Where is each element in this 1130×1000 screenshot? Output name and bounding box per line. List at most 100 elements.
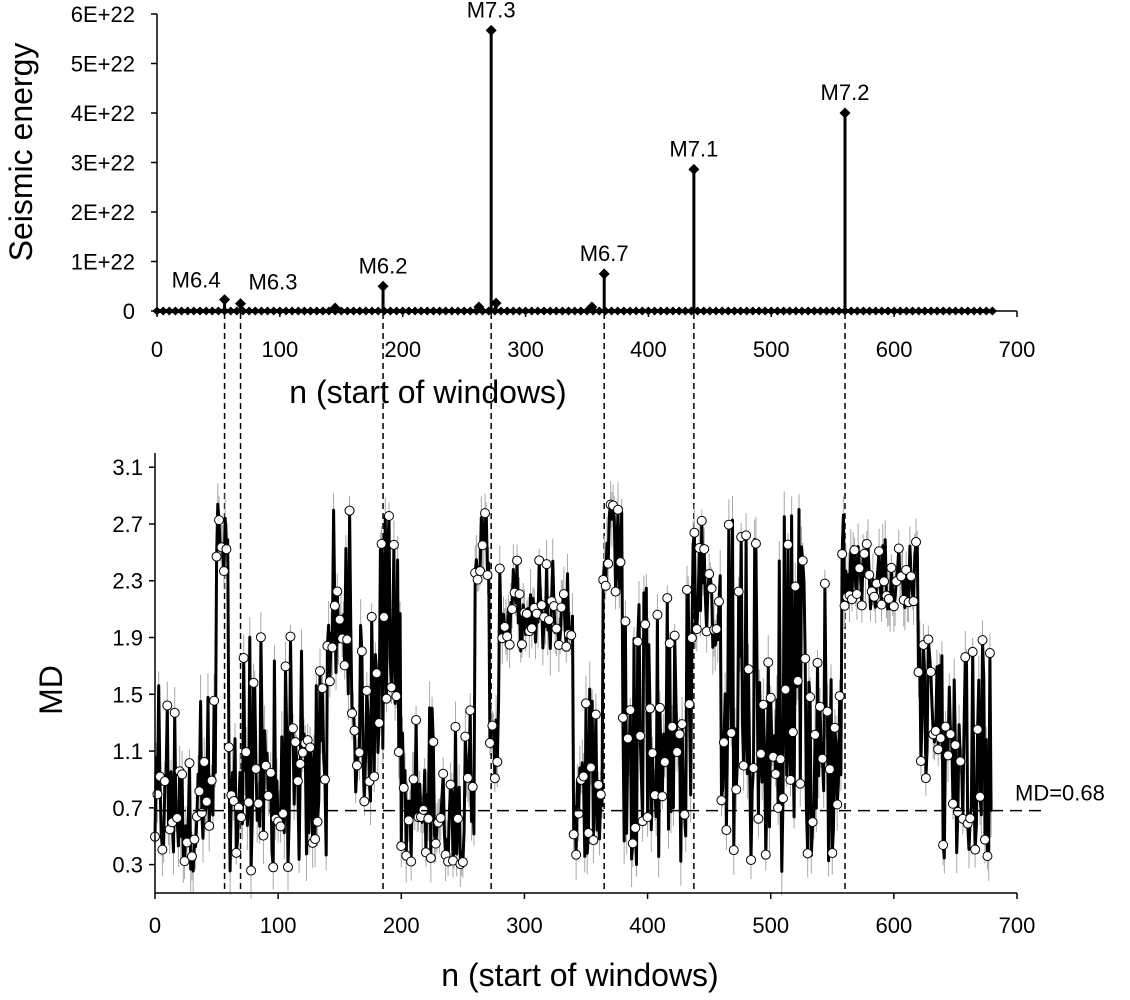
md-point — [834, 691, 845, 702]
top-x-tick-label: 100 — [261, 337, 298, 362]
md-point — [241, 747, 252, 758]
md-point — [585, 762, 596, 773]
md-point — [965, 813, 976, 824]
md-point — [967, 646, 978, 657]
md-point — [861, 538, 872, 549]
md-point — [374, 718, 385, 729]
md-point — [211, 551, 222, 562]
md-point — [716, 795, 727, 806]
md-point — [480, 508, 491, 519]
md-point — [704, 569, 715, 580]
md-point — [452, 813, 463, 824]
md-point — [561, 641, 572, 652]
md-point — [787, 727, 798, 738]
top-y-tick-label: 6E+22 — [71, 2, 135, 27]
md-point — [758, 699, 769, 710]
md-point — [812, 657, 823, 668]
md-point — [514, 589, 525, 600]
md-point — [785, 774, 796, 785]
md-point — [851, 588, 862, 599]
md-point — [610, 586, 621, 597]
md-point — [297, 747, 308, 758]
md-point — [930, 725, 941, 736]
md-point — [837, 549, 848, 560]
md-point — [381, 693, 392, 704]
md-point — [662, 593, 673, 604]
md-point — [438, 768, 449, 779]
md-point — [206, 775, 217, 786]
md-point — [677, 719, 688, 730]
md-point — [484, 737, 495, 748]
top-x-tick-label: 300 — [507, 337, 544, 362]
md-point — [765, 692, 776, 703]
md-point — [952, 806, 963, 817]
md-point — [938, 840, 949, 851]
md-point — [829, 722, 840, 733]
md-point — [169, 707, 180, 718]
md-point — [460, 731, 471, 742]
md-point — [883, 593, 894, 604]
md-point — [625, 705, 636, 716]
md-point — [935, 733, 946, 744]
top-x-ticks: 0 100 200 300 400 500 600 700 — [151, 311, 1035, 362]
md-point — [467, 781, 478, 792]
md-point — [706, 583, 717, 594]
md-point — [603, 558, 614, 569]
md-point — [450, 721, 461, 732]
md-point — [915, 756, 926, 767]
md-point — [383, 510, 394, 521]
md-point — [864, 569, 875, 580]
md-point — [856, 600, 867, 611]
seismic-energy-peak-point — [377, 280, 389, 292]
md-point — [849, 545, 860, 556]
md-point — [356, 646, 367, 657]
md-point — [177, 769, 188, 780]
md-point — [189, 834, 200, 845]
md-point — [876, 599, 887, 610]
md-point — [541, 559, 552, 570]
md-point — [822, 706, 833, 717]
md-point — [832, 799, 843, 810]
top-y-tick-label: 1E+22 — [71, 250, 135, 275]
md-point — [755, 748, 766, 759]
md-point — [408, 774, 419, 785]
top-y-ticks: 0 1E+22 2E+22 3E+22 4E+22 5E+22 6E+22 — [71, 2, 157, 324]
md-point — [324, 676, 335, 687]
md-point — [386, 682, 397, 693]
md-point — [571, 849, 582, 860]
seismic-energy-peak-labels: M6.4 M6.3 M6.2 M7.3 M6.7 M7.1 M7.2 — [172, 0, 870, 295]
bottom-x-axis-title: n (start of windows) — [441, 957, 718, 993]
md-point — [544, 615, 555, 626]
bottom-y-tick-label: 0.7 — [112, 796, 143, 821]
md-point — [726, 727, 737, 738]
md-point — [595, 789, 606, 800]
md-point — [874, 546, 885, 557]
top-x-tick-label: 600 — [876, 337, 913, 362]
md-point — [782, 539, 793, 550]
md-point — [472, 574, 483, 585]
md-point — [558, 589, 569, 600]
md-point — [620, 616, 631, 627]
top-y-tick-label: 3E+22 — [71, 151, 135, 176]
md-point — [477, 540, 488, 551]
md-point — [536, 600, 547, 611]
md-point — [551, 623, 562, 634]
md-point — [581, 698, 591, 709]
md-point — [600, 580, 611, 591]
md-point — [615, 557, 626, 568]
md-point — [684, 699, 695, 710]
md-point — [157, 844, 168, 855]
seismic-energy-peak-point — [485, 24, 497, 36]
md-point — [319, 774, 330, 785]
md-point — [209, 695, 220, 706]
md-point — [568, 829, 579, 840]
md-point — [347, 708, 358, 719]
md-point — [379, 612, 390, 623]
seismic-energy-peak-point — [598, 268, 610, 280]
md-point — [664, 638, 675, 649]
md-point — [711, 624, 722, 635]
md-point — [194, 786, 205, 797]
md-point — [869, 591, 880, 602]
md-point — [960, 652, 971, 663]
